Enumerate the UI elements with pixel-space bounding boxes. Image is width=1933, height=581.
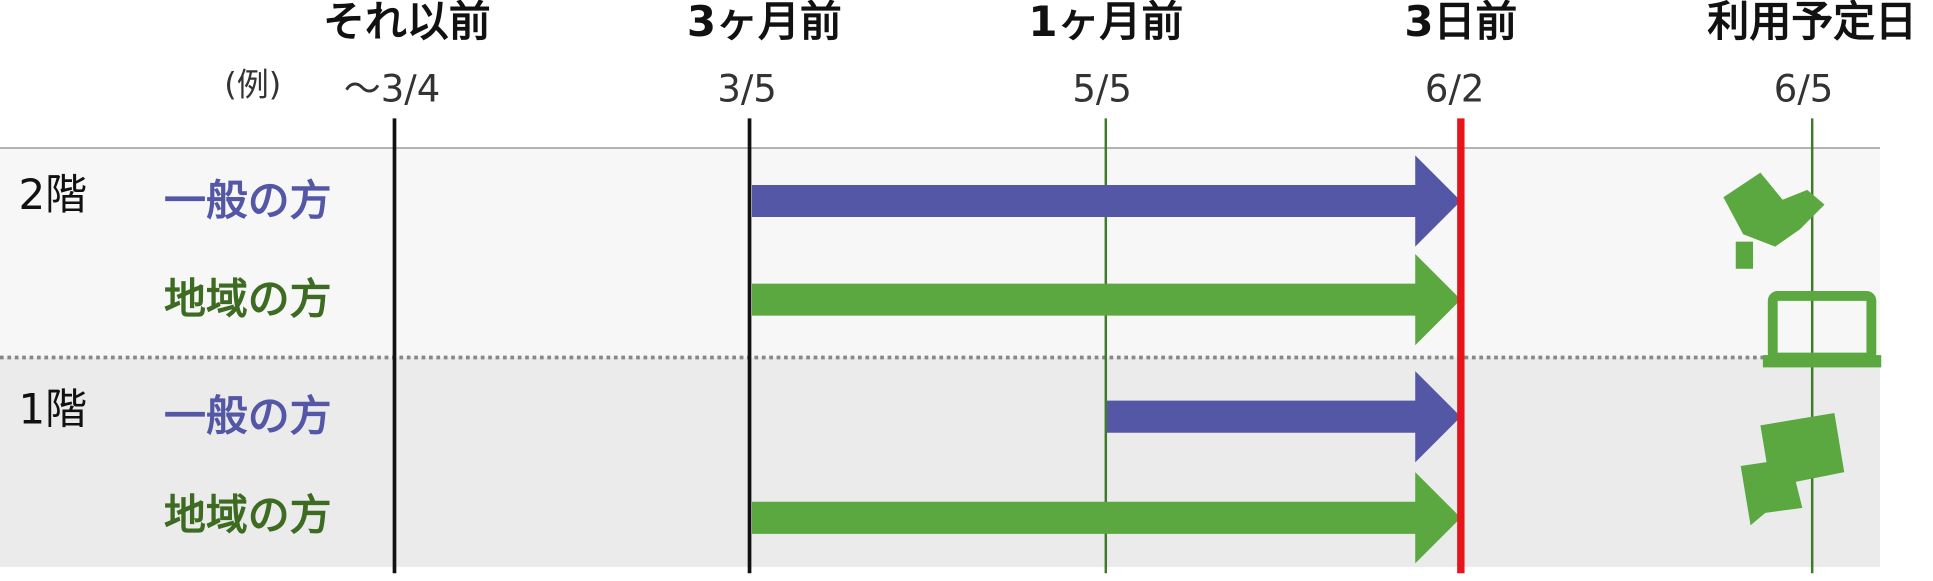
example-label: (例) [224,65,281,103]
icon-community [1735,241,1754,269]
column-date: 〜3/4 [344,68,440,111]
icon-chat [1740,458,1803,526]
column-label: 利用予定日 [1707,0,1917,46]
row-label: 一般の方 [164,176,332,225]
column-label: 1ヶ月前 [1028,0,1183,46]
floor-2-band [0,147,1880,358]
row-label: 一般の方 [164,392,332,441]
column-date: 6/2 [1425,68,1485,111]
column-date: 6/5 [1774,68,1834,111]
arrow [1107,371,1461,463]
column-label: 3日前 [1404,0,1517,46]
column-label: それ以前 [323,0,491,46]
arrow [751,472,1461,564]
icon-community [1723,172,1825,247]
floor-label: 1階 [18,384,87,433]
column-date: 5/5 [1072,68,1132,111]
column-date: 3/5 [717,68,777,111]
icon-laptop [1762,355,1882,368]
arrow [751,155,1461,247]
row-label: 地域の方 [164,490,332,539]
column-label: 3ヶ月前 [687,0,842,46]
icon-group [1723,172,1882,526]
arrow [751,253,1461,346]
row-label: 地域の方 [164,275,332,324]
floor-label: 2階 [18,170,87,219]
